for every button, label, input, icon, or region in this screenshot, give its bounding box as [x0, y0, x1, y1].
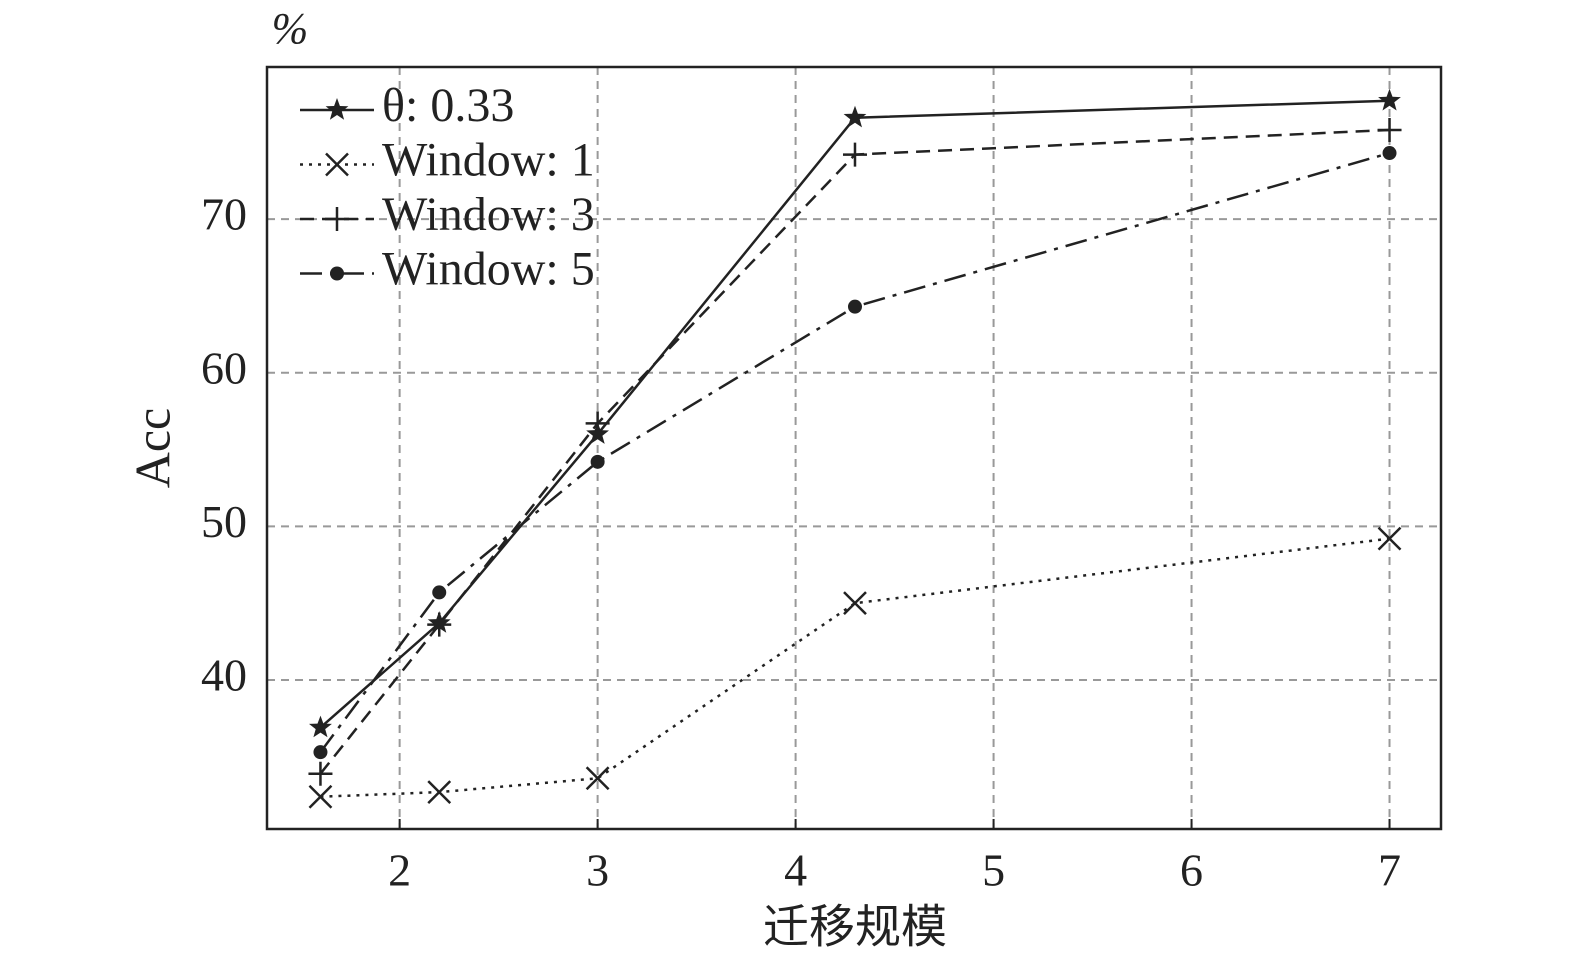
y-tick-label: 40: [201, 650, 247, 701]
data-point: [427, 780, 452, 805]
legend-label: θ: 0.33: [382, 79, 514, 132]
legend-marker: [330, 266, 344, 281]
y-tick-label: 50: [201, 496, 247, 547]
data-point: [1378, 88, 1401, 111]
series-line: [320, 537, 1390, 798]
data-point: [1377, 526, 1402, 551]
legend-marker: [325, 98, 349, 120]
legend-label: Window: 3: [382, 188, 595, 241]
legend-marker: [325, 152, 349, 177]
data-point: [427, 612, 452, 637]
plot-frame: [265, 65, 1443, 831]
x-tick-label: 2: [388, 845, 411, 896]
data-point: [308, 761, 333, 786]
data-point: [585, 411, 610, 436]
y-axis-label: Acc: [124, 408, 180, 489]
y-tick-label: 70: [201, 189, 247, 240]
data-point: [843, 591, 867, 616]
data-point: [1377, 117, 1402, 142]
data-point: [842, 142, 867, 167]
x-tick-label: 4: [784, 845, 807, 896]
data-point: [843, 105, 867, 128]
data-point: [308, 784, 333, 809]
data-point: [1382, 146, 1397, 161]
x-tick-label: 6: [1180, 845, 1203, 896]
y-tick-label: 60: [201, 342, 247, 393]
y-unit: %: [272, 4, 309, 53]
data-point: [432, 585, 447, 600]
series-line: [319, 151, 1390, 753]
legend-label: Window: 5: [382, 243, 595, 296]
legend-marker: [325, 207, 349, 231]
x-tick-label: 3: [586, 845, 609, 896]
x-axis-label: 迁移规模: [763, 902, 947, 953]
data-point: [309, 715, 332, 738]
data-point: [590, 454, 605, 469]
data-point: [313, 745, 328, 760]
data-point: [847, 299, 862, 314]
x-tick-label: 5: [982, 845, 1005, 896]
x-tick-label: 7: [1378, 845, 1401, 896]
data-point: [585, 766, 610, 791]
legend-label: Window: 1: [382, 134, 595, 187]
